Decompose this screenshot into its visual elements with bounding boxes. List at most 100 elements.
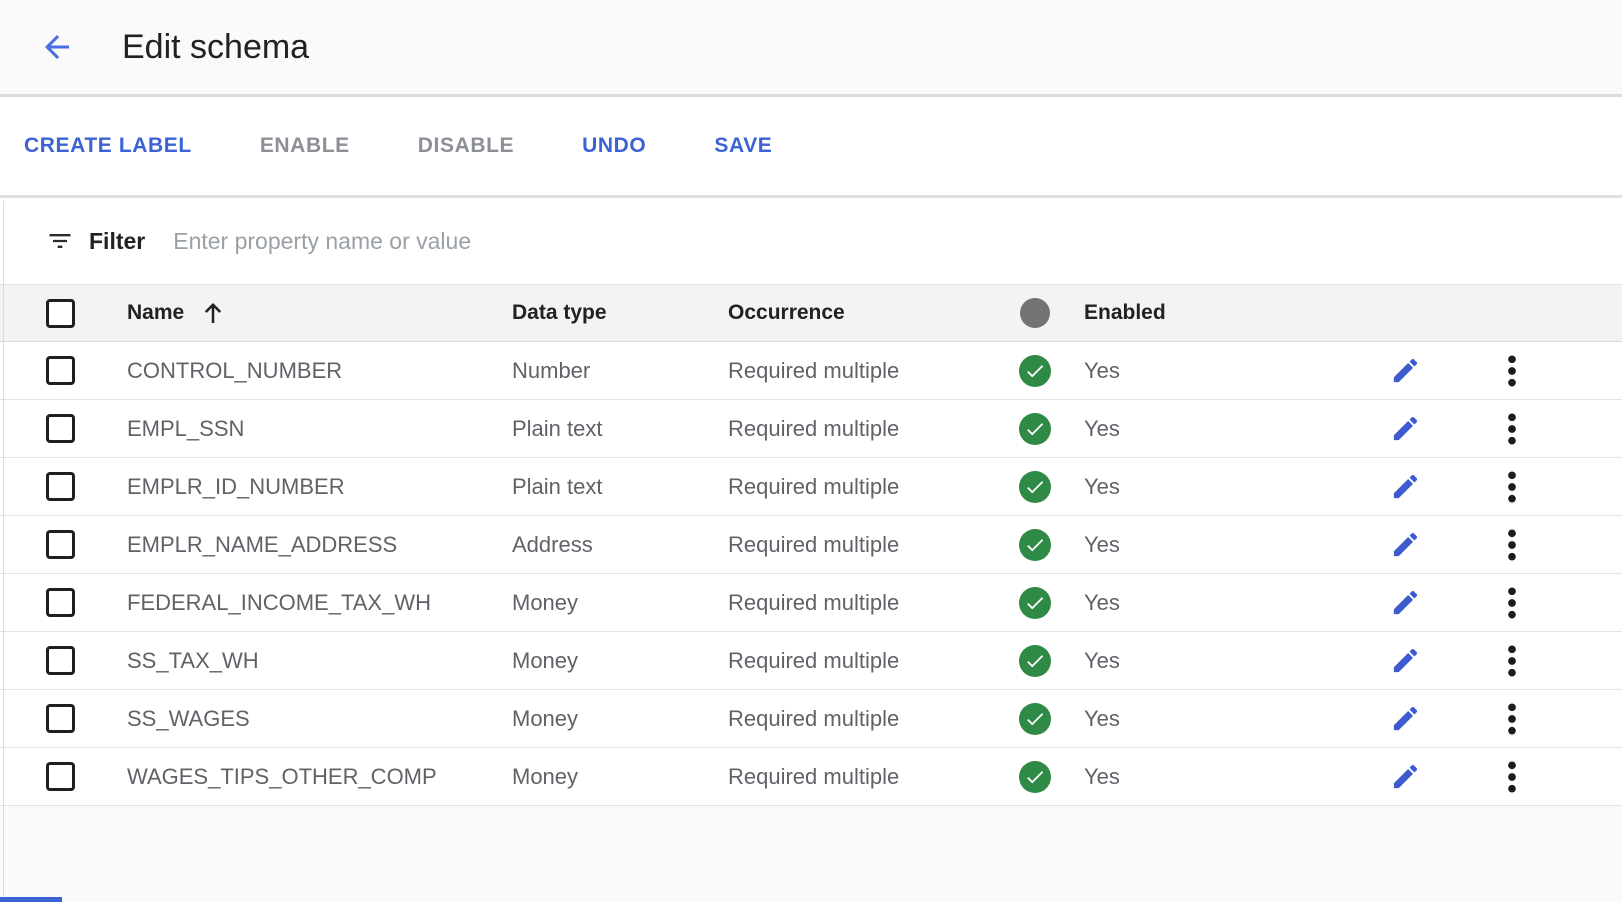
row-name: WAGES_TIPS_OTHER_COMP bbox=[127, 763, 437, 789]
row-checkbox[interactable] bbox=[46, 588, 75, 617]
filter-input[interactable] bbox=[171, 226, 1622, 256]
table-row: WAGES_TIPS_OTHER_COMP Money Required mul… bbox=[0, 748, 1622, 806]
column-header-name[interactable]: Name bbox=[127, 298, 228, 328]
table-row: EMPL_SSN Plain text Required multiple Ye… bbox=[0, 400, 1622, 458]
row-enabled: Yes bbox=[1084, 357, 1120, 383]
table-header-row: Name Data type Occurrence Enabled bbox=[0, 284, 1622, 342]
edit-property-button[interactable] bbox=[1390, 529, 1421, 560]
disable-button[interactable]: DISABLE bbox=[417, 134, 515, 157]
more-options-button[interactable] bbox=[1492, 525, 1532, 565]
filter-bar: Filter bbox=[0, 198, 1622, 284]
row-checkbox[interactable] bbox=[46, 762, 75, 791]
check-circle-icon bbox=[1019, 760, 1051, 793]
row-occurrence: Required multiple bbox=[728, 415, 900, 441]
row-checkbox[interactable] bbox=[46, 472, 75, 501]
more-options-button[interactable] bbox=[1492, 351, 1532, 391]
row-name: SS_WAGES bbox=[127, 705, 250, 731]
check-circle-icon bbox=[1019, 412, 1051, 445]
row-data-type: Money bbox=[512, 705, 579, 731]
check-circle-icon bbox=[1019, 702, 1051, 735]
more-options-button[interactable] bbox=[1492, 641, 1532, 681]
kebab-menu-icon bbox=[1492, 351, 1532, 391]
row-enabled: Yes bbox=[1084, 473, 1120, 499]
row-occurrence: Required multiple bbox=[728, 705, 900, 731]
row-enabled: Yes bbox=[1084, 647, 1120, 673]
kebab-menu-icon bbox=[1492, 757, 1532, 797]
row-enabled: Yes bbox=[1084, 589, 1120, 615]
row-checkbox[interactable] bbox=[46, 356, 75, 385]
empty-area-below-table bbox=[0, 806, 1622, 902]
row-name: EMPLR_NAME_ADDRESS bbox=[127, 531, 398, 557]
edit-property-button[interactable] bbox=[1390, 703, 1421, 734]
check-circle-icon bbox=[1019, 586, 1051, 619]
edit-property-button[interactable] bbox=[1390, 645, 1421, 676]
row-data-type: Number bbox=[512, 357, 591, 383]
table-row: SS_WAGES Money Required multiple Yes bbox=[0, 690, 1622, 748]
row-data-type: Plain text bbox=[512, 473, 603, 499]
row-name: CONTROL_NUMBER bbox=[127, 357, 343, 383]
pencil-icon bbox=[1390, 471, 1421, 502]
more-options-button[interactable] bbox=[1492, 583, 1532, 623]
edit-property-button[interactable] bbox=[1390, 471, 1421, 502]
check-circle-icon bbox=[1019, 470, 1051, 503]
page-title: Edit schema bbox=[122, 27, 310, 66]
pencil-icon bbox=[1390, 529, 1421, 560]
kebab-menu-icon bbox=[1492, 699, 1532, 739]
pencil-icon bbox=[1390, 645, 1421, 676]
table-row: EMPLR_NAME_ADDRESS Address Required mult… bbox=[0, 516, 1622, 574]
row-occurrence: Required multiple bbox=[728, 589, 900, 615]
back-button[interactable] bbox=[38, 28, 76, 66]
undo-button[interactable]: UNDO bbox=[582, 134, 647, 157]
edit-property-button[interactable] bbox=[1390, 587, 1421, 618]
column-header-data-type: Data type bbox=[512, 301, 607, 324]
kebab-menu-icon bbox=[1492, 467, 1532, 507]
check-circle-icon bbox=[1019, 644, 1051, 677]
row-occurrence: Required multiple bbox=[728, 763, 900, 789]
pencil-icon bbox=[1390, 413, 1421, 444]
bottom-left-blue-strip bbox=[0, 897, 62, 902]
more-options-button[interactable] bbox=[1492, 467, 1532, 507]
filter-label: Filter bbox=[89, 227, 146, 254]
more-options-button[interactable] bbox=[1492, 699, 1532, 739]
column-header-enabled: Enabled bbox=[1084, 301, 1166, 324]
app-bar: Edit schema bbox=[0, 0, 1622, 97]
row-data-type: Money bbox=[512, 589, 579, 615]
row-data-type: Plain text bbox=[512, 415, 603, 441]
edit-property-button[interactable] bbox=[1390, 355, 1421, 386]
row-enabled: Yes bbox=[1084, 415, 1120, 441]
row-name: FEDERAL_INCOME_TAX_WH bbox=[127, 589, 431, 615]
row-checkbox[interactable] bbox=[46, 704, 75, 733]
row-data-type: Money bbox=[512, 763, 579, 789]
table-body: CONTROL_NUMBER Number Required multiple … bbox=[0, 342, 1622, 806]
kebab-menu-icon bbox=[1492, 409, 1532, 449]
kebab-menu-icon bbox=[1492, 525, 1532, 565]
row-name: SS_TAX_WH bbox=[127, 647, 259, 673]
row-occurrence: Required multiple bbox=[728, 473, 900, 499]
row-data-type: Address bbox=[512, 531, 593, 557]
table-row: CONTROL_NUMBER Number Required multiple … bbox=[0, 342, 1622, 400]
select-all-checkbox[interactable] bbox=[46, 298, 75, 328]
check-circle-icon bbox=[1019, 354, 1051, 387]
row-occurrence: Required multiple bbox=[728, 357, 900, 383]
row-name: EMPLR_ID_NUMBER bbox=[127, 473, 345, 499]
row-data-type: Money bbox=[512, 647, 579, 673]
edit-property-button[interactable] bbox=[1390, 761, 1421, 792]
edit-property-button[interactable] bbox=[1390, 413, 1421, 444]
row-occurrence: Required multiple bbox=[728, 647, 900, 673]
row-checkbox[interactable] bbox=[46, 646, 75, 675]
pencil-icon bbox=[1390, 703, 1421, 734]
column-header-occurrence: Occurrence bbox=[728, 301, 845, 324]
save-button[interactable]: SAVE bbox=[714, 134, 773, 157]
filter-list-icon bbox=[46, 227, 74, 255]
create-label-button[interactable]: CREATE LABEL bbox=[24, 134, 192, 157]
more-options-button[interactable] bbox=[1492, 757, 1532, 797]
enable-button[interactable]: ENABLE bbox=[259, 134, 350, 157]
row-checkbox[interactable] bbox=[46, 530, 75, 559]
row-occurrence: Required multiple bbox=[728, 531, 900, 557]
check-circle-icon bbox=[1019, 528, 1051, 561]
row-checkbox[interactable] bbox=[46, 414, 75, 443]
more-options-button[interactable] bbox=[1492, 409, 1532, 449]
row-name: EMPL_SSN bbox=[127, 415, 245, 441]
table-row: SS_TAX_WH Money Required multiple Yes bbox=[0, 632, 1622, 690]
status-circle-icon bbox=[1020, 298, 1050, 328]
